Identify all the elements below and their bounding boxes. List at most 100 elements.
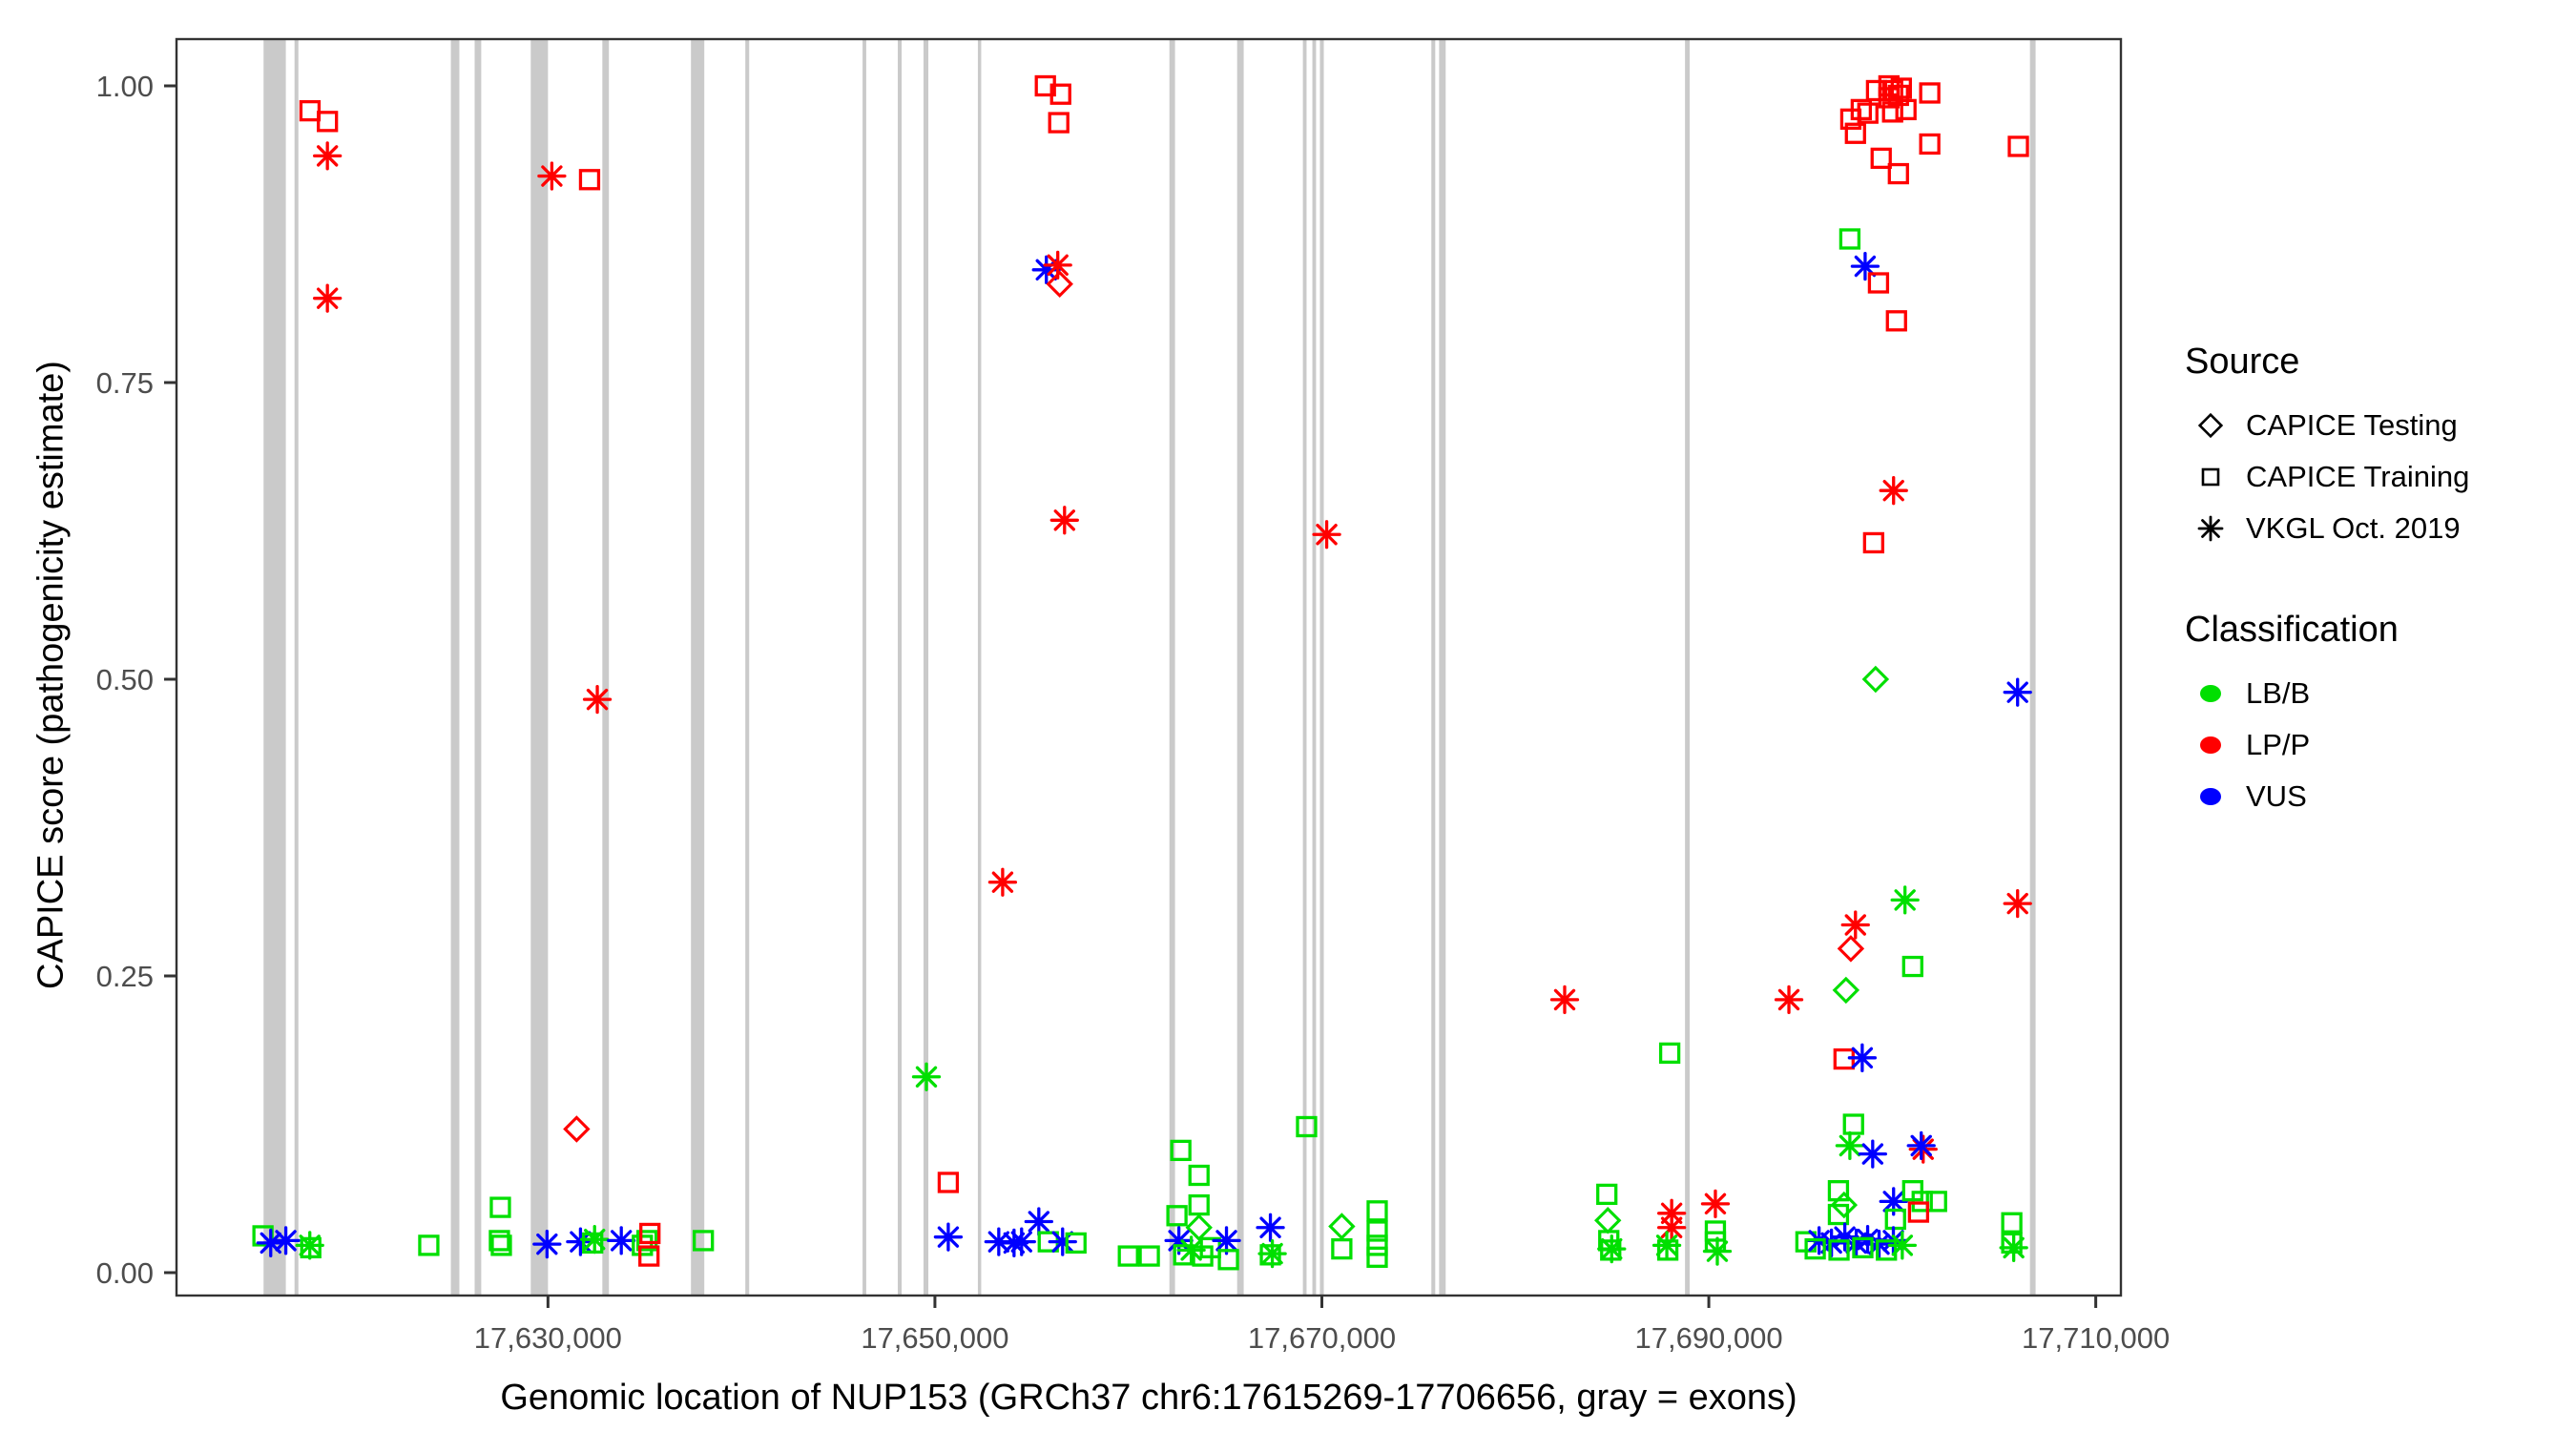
marker-asterisk	[1906, 1130, 1936, 1161]
marker-asterisk	[1549, 985, 1580, 1015]
marker-square	[1188, 1164, 1210, 1187]
classification-dot	[2200, 736, 2221, 754]
marker-square	[1907, 1201, 1930, 1223]
marker-square	[1887, 162, 1909, 185]
source-legend-title: Source	[2185, 342, 2300, 382]
marker-asterisk	[532, 1229, 562, 1259]
marker-square	[1170, 1139, 1192, 1162]
marker-square	[1884, 1208, 1906, 1231]
marker-square	[1925, 1191, 1947, 1213]
marker-square	[1862, 531, 1884, 554]
exon-bar	[602, 39, 610, 1296]
x-tick-label: 17,630,000	[474, 1321, 622, 1355]
marker-square	[578, 169, 601, 191]
marker-square	[1919, 133, 1941, 156]
exon-bar	[474, 39, 482, 1296]
marker-asterisk	[1312, 520, 1341, 550]
exon-bar	[450, 39, 460, 1296]
marker-asterisk	[313, 141, 343, 171]
marker-square	[1366, 1200, 1388, 1222]
marker-asterisk	[2003, 677, 2032, 707]
marker-asterisk	[537, 161, 567, 191]
exon-bar	[1431, 39, 1436, 1296]
marker-asterisk	[2003, 888, 2032, 919]
marker-asterisk	[2197, 515, 2224, 542]
marker-square	[2001, 1232, 2023, 1255]
source-legend-item: CAPICE Training	[2185, 451, 2566, 503]
exon-bar	[2029, 39, 2036, 1296]
marker-square	[1804, 1237, 1826, 1260]
marker-asterisk	[1656, 1213, 1687, 1242]
source-legend-item: VKGL Oct. 2019	[2185, 503, 2566, 554]
marker-diamond	[2197, 412, 2224, 439]
exon-bar	[1439, 39, 1446, 1296]
y-tick-label: 0.25	[96, 960, 154, 993]
exon-bar	[691, 39, 705, 1296]
marker-square	[1188, 1193, 1210, 1216]
marker-asterisk	[1702, 1236, 1733, 1266]
panel-border	[175, 37, 2123, 1297]
axis-ticks: 17,630,000 17,650,000 17,670,000 17,690,000…	[96, 70, 2171, 1355]
marker-square	[418, 1234, 440, 1256]
marker-square	[1885, 310, 1907, 332]
marker-diamond	[1046, 270, 1073, 298]
classification-legend-title: Classification	[2185, 610, 2399, 650]
marker-diamond	[1185, 1213, 1213, 1241]
marker-diamond	[1861, 665, 1890, 694]
marker-square	[2007, 135, 2029, 157]
marker-diamond	[1593, 1207, 1622, 1234]
exon-bar	[1312, 39, 1317, 1296]
marker-square	[1049, 83, 1071, 105]
marker-square	[489, 1196, 511, 1218]
marker-asterisk	[1999, 1233, 2028, 1263]
marker-diamond	[1832, 976, 1860, 1005]
marker-square	[1217, 1249, 1239, 1271]
marker-square	[636, 1230, 658, 1252]
marker-square	[1366, 1234, 1388, 1256]
marker-square	[1166, 1205, 1188, 1227]
marker-square	[317, 111, 339, 133]
marker-asterisk	[933, 1222, 964, 1252]
square-legend-icon	[2201, 467, 2220, 487]
classification-legend-section: Classification LB/B LP/P VUS	[2185, 610, 2566, 822]
marker-asterisk	[1257, 1238, 1287, 1269]
marker-square	[2001, 1212, 2023, 1234]
marker-square	[1138, 1245, 1160, 1267]
marker-diamond	[563, 1115, 591, 1143]
marker-square	[1048, 112, 1070, 134]
marker-asterisk	[987, 867, 1018, 897]
marker-square	[1865, 79, 1888, 102]
marker-asterisk	[271, 1226, 301, 1255]
exon-bar	[745, 39, 750, 1296]
marker-square	[1117, 1245, 1139, 1267]
marker-asterisk	[313, 283, 343, 313]
marker-asterisk	[1835, 1130, 1865, 1161]
y-tick-label: 1.00	[96, 70, 154, 103]
asterisk-legend-icon	[2197, 515, 2224, 542]
marker-square	[1867, 272, 1890, 294]
marker-square	[1870, 147, 1892, 170]
x-tick-label: 17,710,000	[2022, 1321, 2170, 1355]
exon-bar	[1302, 39, 1307, 1296]
marker-asterisk	[1840, 910, 1870, 940]
marker-square	[1704, 1220, 1727, 1242]
exon-bar	[977, 39, 982, 1296]
dot-legend-icon	[2200, 736, 2221, 754]
classification-legend-item: LP/P	[2185, 719, 2566, 771]
marker-square	[299, 99, 322, 122]
marker-asterisk	[1858, 1139, 1887, 1169]
marker-square	[488, 1230, 510, 1252]
marker-square	[300, 1236, 322, 1259]
marker-asterisk	[1774, 985, 1804, 1015]
marker-asterisk	[607, 1226, 636, 1255]
source-legend-item-label: VKGL Oct. 2019	[2246, 511, 2461, 545]
classification-legend-item-label: LB/B	[2246, 676, 2311, 710]
exon-bar	[1319, 39, 1324, 1296]
marker-square	[1331, 1237, 1353, 1260]
exon-bar	[1685, 39, 1690, 1296]
marker-square	[1839, 108, 1862, 130]
y-tick-label: 0.75	[96, 366, 154, 400]
exon-bar	[294, 39, 299, 1296]
